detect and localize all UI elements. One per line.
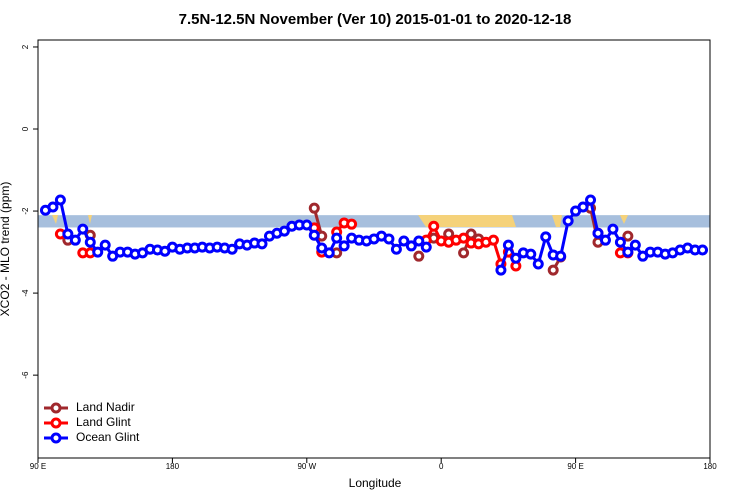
y-tick-label: 0 [21, 126, 30, 131]
data-point [585, 194, 597, 206]
data-point [577, 201, 589, 213]
data-point [592, 227, 604, 239]
data-point [346, 218, 358, 230]
data-point [99, 239, 111, 251]
plot-frame [37, 39, 711, 459]
x-axis-label: Longitude [349, 476, 402, 490]
land-patch [418, 215, 516, 227]
data-point [331, 232, 343, 244]
y-tick-label: 2 [21, 44, 30, 49]
data-point [69, 234, 81, 246]
x-tick-label: 90 W [297, 462, 316, 471]
y-tick-label: -4 [21, 289, 30, 297]
legend-marker [50, 417, 62, 429]
data-point [256, 238, 268, 250]
x-tick-label: 90 E [567, 462, 583, 471]
data-point [413, 250, 425, 262]
data-point [525, 248, 537, 260]
data-point [338, 240, 350, 252]
data-point [510, 252, 522, 264]
legend-label: Ocean Glint [76, 430, 140, 444]
data-point [54, 194, 66, 206]
x-tick-label: 180 [703, 462, 717, 471]
x-tick-label: 180 [166, 462, 180, 471]
reference-band [38, 215, 710, 228]
data-point [629, 239, 641, 251]
data-point [458, 232, 470, 244]
data-point [84, 236, 96, 248]
land-patch [88, 215, 92, 224]
series-line [82, 221, 628, 268]
data-point [697, 244, 709, 256]
data-point [383, 233, 395, 245]
data-point [614, 236, 626, 248]
data-point [540, 231, 552, 243]
data-point [316, 242, 328, 254]
data-point [413, 235, 425, 247]
data-point [77, 223, 89, 235]
data-point [622, 230, 634, 242]
data-point [226, 243, 238, 255]
data-point [308, 229, 320, 241]
x-tick-label: 0 [439, 462, 444, 471]
legend-label: Land Glint [76, 415, 131, 429]
data-point [562, 215, 574, 227]
data-point [555, 250, 567, 262]
data-point [47, 201, 59, 213]
data-point [323, 247, 335, 259]
data-point [62, 228, 74, 240]
data-point [495, 264, 507, 276]
land-patch [52, 215, 58, 224]
chart-title: 7.5N-12.5N November (Ver 10) 2015-01-01 … [179, 11, 572, 28]
land-patch [620, 215, 628, 224]
land-mask [52, 215, 628, 227]
data-point [390, 243, 402, 255]
legend-marker [50, 432, 62, 444]
data-point [458, 247, 470, 259]
background-layer [38, 215, 710, 228]
y-tick-label: -6 [21, 371, 30, 379]
data-point [622, 246, 634, 258]
x-tick-label: 90 E [30, 462, 46, 471]
legend-marker [50, 402, 62, 414]
data-point [607, 223, 619, 235]
data-point [278, 225, 290, 237]
data-point [487, 234, 499, 246]
data-point [599, 234, 611, 246]
y-axis-label: XCO2 - MLO trend (ppm) [0, 182, 12, 317]
data-point [405, 240, 417, 252]
data-point [532, 258, 544, 270]
data-point [398, 235, 410, 247]
legend-label: Land Nadir [76, 400, 135, 414]
y-tick-label: -2 [21, 207, 30, 215]
data-point [502, 239, 514, 251]
data-point [547, 264, 559, 276]
data-point [301, 219, 313, 231]
data-point [308, 202, 320, 214]
data-point [428, 220, 440, 232]
data-point [420, 241, 432, 253]
land-patch [552, 215, 562, 227]
data-point [92, 246, 104, 258]
